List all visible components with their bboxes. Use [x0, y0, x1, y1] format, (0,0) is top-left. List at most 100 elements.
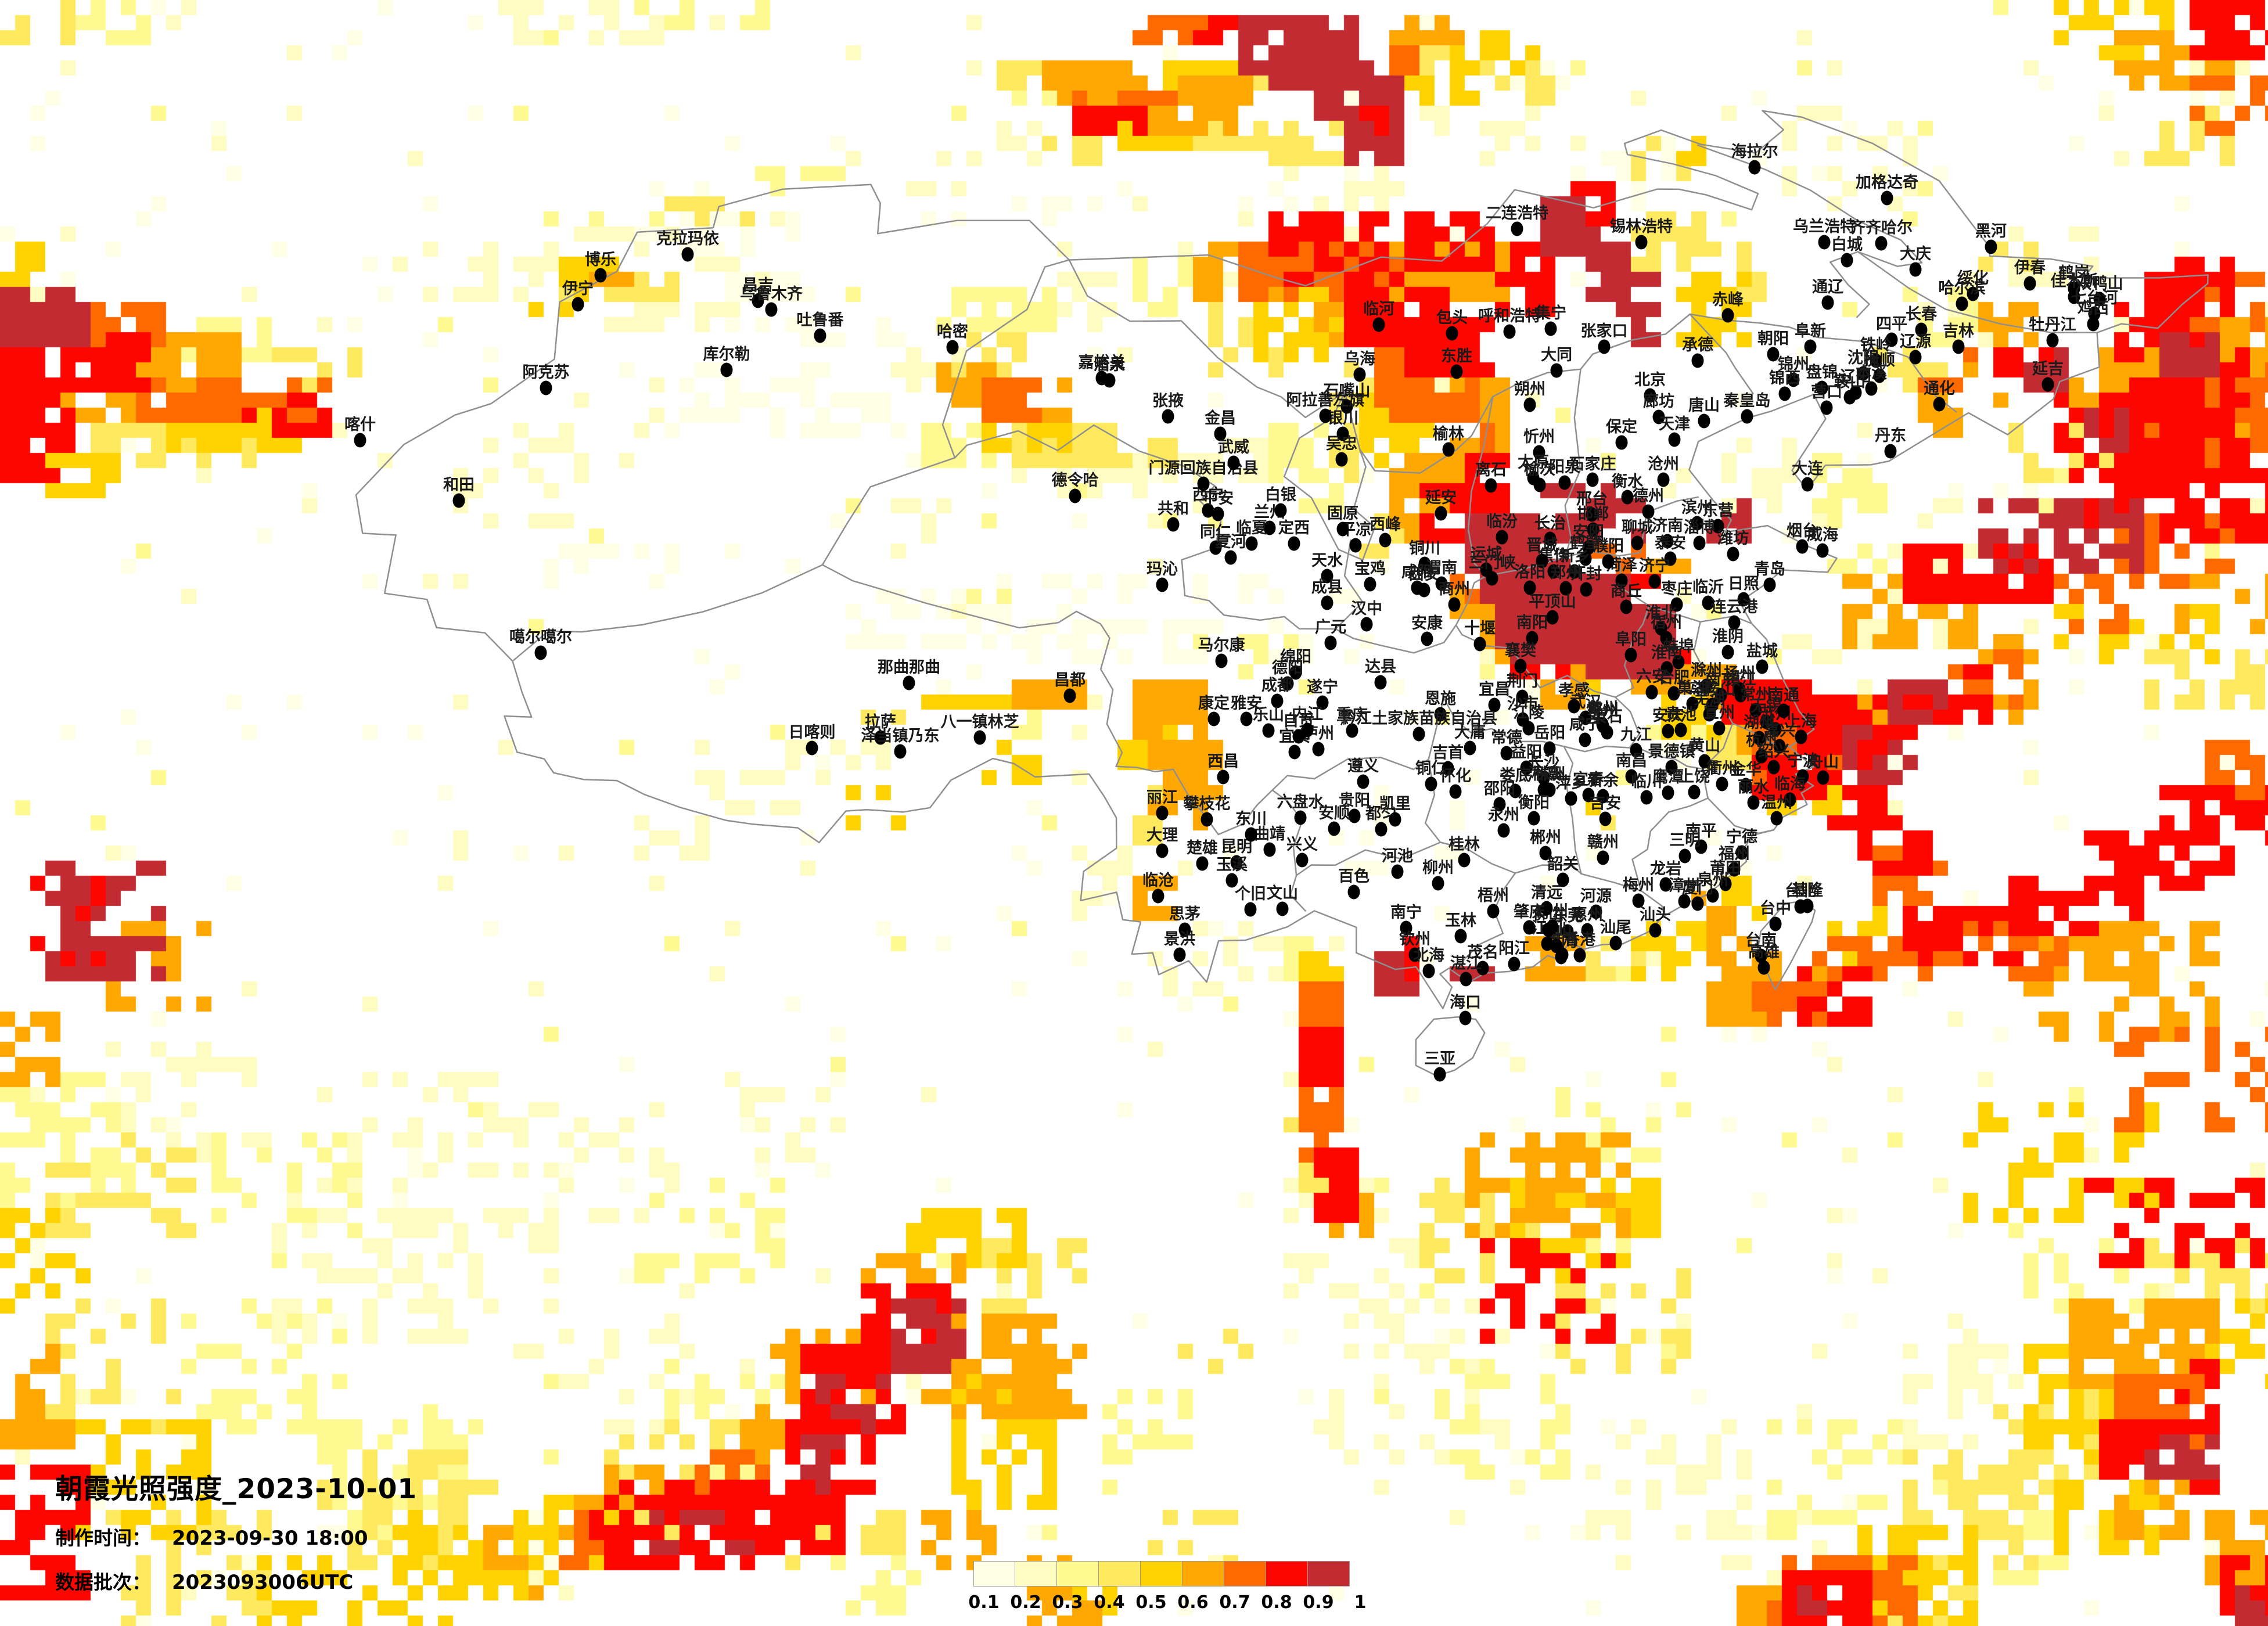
city-marker: 阿克苏 [523, 363, 570, 395]
city-marker: 石家庄 [1569, 455, 1616, 487]
city-marker: 茂名 [1467, 943, 1498, 976]
province-border [1335, 624, 1457, 654]
city-label: 西安 [1408, 566, 1440, 584]
city-label: 河源 [1580, 887, 1612, 905]
province-border [1701, 768, 1709, 799]
city-marker: 思茅 [1169, 905, 1201, 937]
city-dot [1728, 615, 1741, 630]
city-label: 铜仁 [1415, 760, 1447, 778]
city-marker: 哈尔滨 [1939, 279, 1986, 311]
city-dot [1670, 597, 1683, 612]
city-label: 通化 [1924, 380, 1955, 398]
city-marker: 兴义 [1286, 836, 1318, 868]
city-label: 秦皇岛 [1723, 391, 1771, 410]
city-dot [1909, 262, 1922, 277]
city-marker: 锡林浩特 [1610, 218, 1673, 250]
city-marker: 成县 [1311, 578, 1343, 610]
city-dot [1263, 842, 1276, 857]
city-label: 玉溪 [1216, 856, 1248, 874]
city-marker: 汉中 [1351, 600, 1382, 632]
city-dot [1335, 452, 1348, 467]
city-label: 宁德 [1726, 828, 1757, 846]
city-marker: 临海 [1774, 775, 1806, 807]
city-marker: 朝阳 [1757, 330, 1789, 362]
city-dot [1418, 556, 1431, 571]
province-border [1563, 745, 1640, 753]
city-marker: 蚌埠 [1663, 637, 1694, 670]
city-label: 梅州 [1623, 876, 1654, 894]
city-dot [1784, 792, 1796, 807]
city-dot [1349, 538, 1362, 553]
city-marker: 包头 [1436, 308, 1468, 341]
city-label: 宣州 [1703, 703, 1735, 722]
city-marker: 贵池 [1665, 706, 1696, 738]
city-label: 邯郸 [1577, 505, 1609, 523]
city-marker: 北京 [1634, 370, 1666, 403]
city-dot [1662, 785, 1674, 800]
city-label: 开封 [1570, 565, 1602, 583]
city-dot [1156, 843, 1169, 858]
city-label: 扬州 [1724, 665, 1755, 683]
province-border [1689, 313, 1754, 395]
city-marker: 娄底 [1500, 766, 1531, 798]
city-marker: 德州 [1633, 487, 1664, 519]
city-dot [1719, 876, 1732, 891]
legend-swatch [1266, 1561, 1308, 1587]
city-marker: 常州 [1740, 686, 1771, 718]
province-border [821, 457, 956, 566]
city-label: 衡水 [1612, 473, 1644, 491]
city-marker: 盐城 [1746, 642, 1778, 674]
city-marker: 丹东 [1875, 426, 1906, 459]
city-dot [1741, 409, 1753, 424]
legend-value: 0.8 [1261, 1592, 1292, 1613]
city-dot [1541, 936, 1554, 951]
legend-value: 0.5 [1135, 1592, 1167, 1613]
city-label: 恩施 [1425, 690, 1456, 708]
city-dot [1703, 707, 1716, 722]
city-dot [1748, 160, 1761, 175]
city-label: 大理 [1146, 826, 1178, 844]
city-marker: 阳泉 [1549, 458, 1581, 490]
city-marker: 乌兰浩特 [1793, 217, 1856, 250]
city-label: 聊城 [1622, 519, 1653, 537]
city-dot [1296, 852, 1309, 868]
city-dot [1336, 426, 1349, 441]
batch-row: 数据批次： 2023093006UTC [55, 1567, 417, 1595]
city-label: 营口 [1811, 383, 1842, 401]
city-marker: 锦州 [1778, 355, 1809, 387]
city-dot [1449, 784, 1462, 799]
city-marker: 贵阳 [1339, 792, 1370, 823]
city-marker: 铜仁 [1415, 760, 1447, 792]
city-label: 镇江 [1725, 671, 1756, 689]
city-dot [1956, 296, 1968, 311]
province-border [1099, 637, 1123, 768]
city-marker: 乌鲁木齐 [740, 285, 803, 317]
city-label: 安顺 [1318, 804, 1350, 822]
city-dot [1217, 769, 1230, 785]
legend-value: 0.9 [1303, 1592, 1334, 1613]
province-border [1068, 259, 1818, 474]
legend-swatches [973, 1561, 1350, 1587]
city-label: 吉首 [1432, 743, 1464, 762]
city-marker: 达县 [1365, 658, 1396, 690]
city-dot [1209, 540, 1222, 555]
province-border [1618, 555, 1650, 625]
city-label: 邵阳 [1483, 780, 1515, 798]
city-dot [1156, 577, 1169, 592]
city-marker: 邯郸 [1577, 505, 1609, 537]
city-marker: 汕尾 [1600, 919, 1631, 951]
city-marker: 渭南 [1426, 559, 1457, 591]
city-dot [1933, 397, 1946, 412]
city-dot [1276, 901, 1289, 916]
city-label: 德阳 [1272, 659, 1303, 677]
city-dot [1915, 322, 1928, 337]
city-dot [1734, 688, 1747, 703]
city-label: 金华 [1730, 760, 1762, 779]
city-marker: 共和 [1158, 500, 1189, 532]
city-dot [1597, 789, 1609, 804]
city-label: 门源回族自治县 [1149, 459, 1259, 477]
province-border [821, 564, 1110, 639]
city-dot [1435, 506, 1447, 521]
city-label: 江陵 [1513, 704, 1545, 722]
city-marker: 运城 [1471, 545, 1502, 577]
